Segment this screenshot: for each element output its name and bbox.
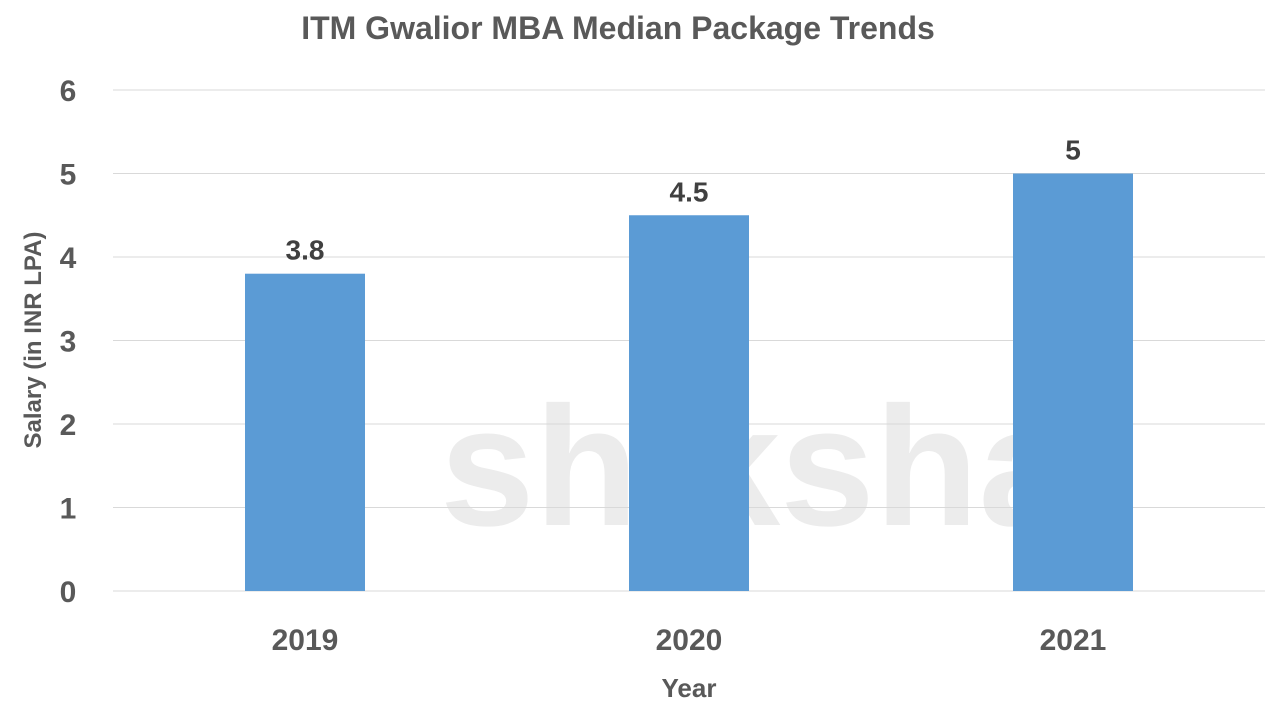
y-tick-label: 3 (60, 326, 77, 359)
watermark-logo: shiksha (440, 372, 1075, 562)
y-tick-label: 1 (60, 493, 77, 526)
data-label: 4.5 (670, 176, 709, 207)
y-tick-label: 0 (60, 576, 77, 609)
data-label: 3.8 (286, 235, 325, 266)
bar-2021 (1013, 173, 1133, 591)
y-tick-label: 2 (60, 409, 77, 442)
y-tick-label: 6 (60, 75, 77, 108)
x-tick-label: 2020 (656, 624, 723, 657)
bars: 3.8 4.5 5 (245, 135, 1133, 591)
y-tick-label: 4 (60, 242, 77, 275)
x-tick-label: 2021 (1040, 624, 1107, 657)
data-label: 5 (1065, 135, 1081, 166)
y-axis-label: Salary (in INR LPA) (20, 232, 47, 449)
y-tick-label: 5 (60, 159, 77, 192)
bar-2019 (245, 273, 365, 591)
x-axis-label: Year (662, 673, 717, 703)
bar-2020 (629, 215, 749, 591)
x-axis-ticks: 2019 2020 2021 (272, 624, 1107, 657)
chart-title: ITM Gwalior MBA Median Package Trends (301, 10, 935, 46)
x-tick-label: 2019 (272, 624, 339, 657)
y-axis-ticks: 0 1 2 3 4 5 6 (60, 75, 77, 609)
